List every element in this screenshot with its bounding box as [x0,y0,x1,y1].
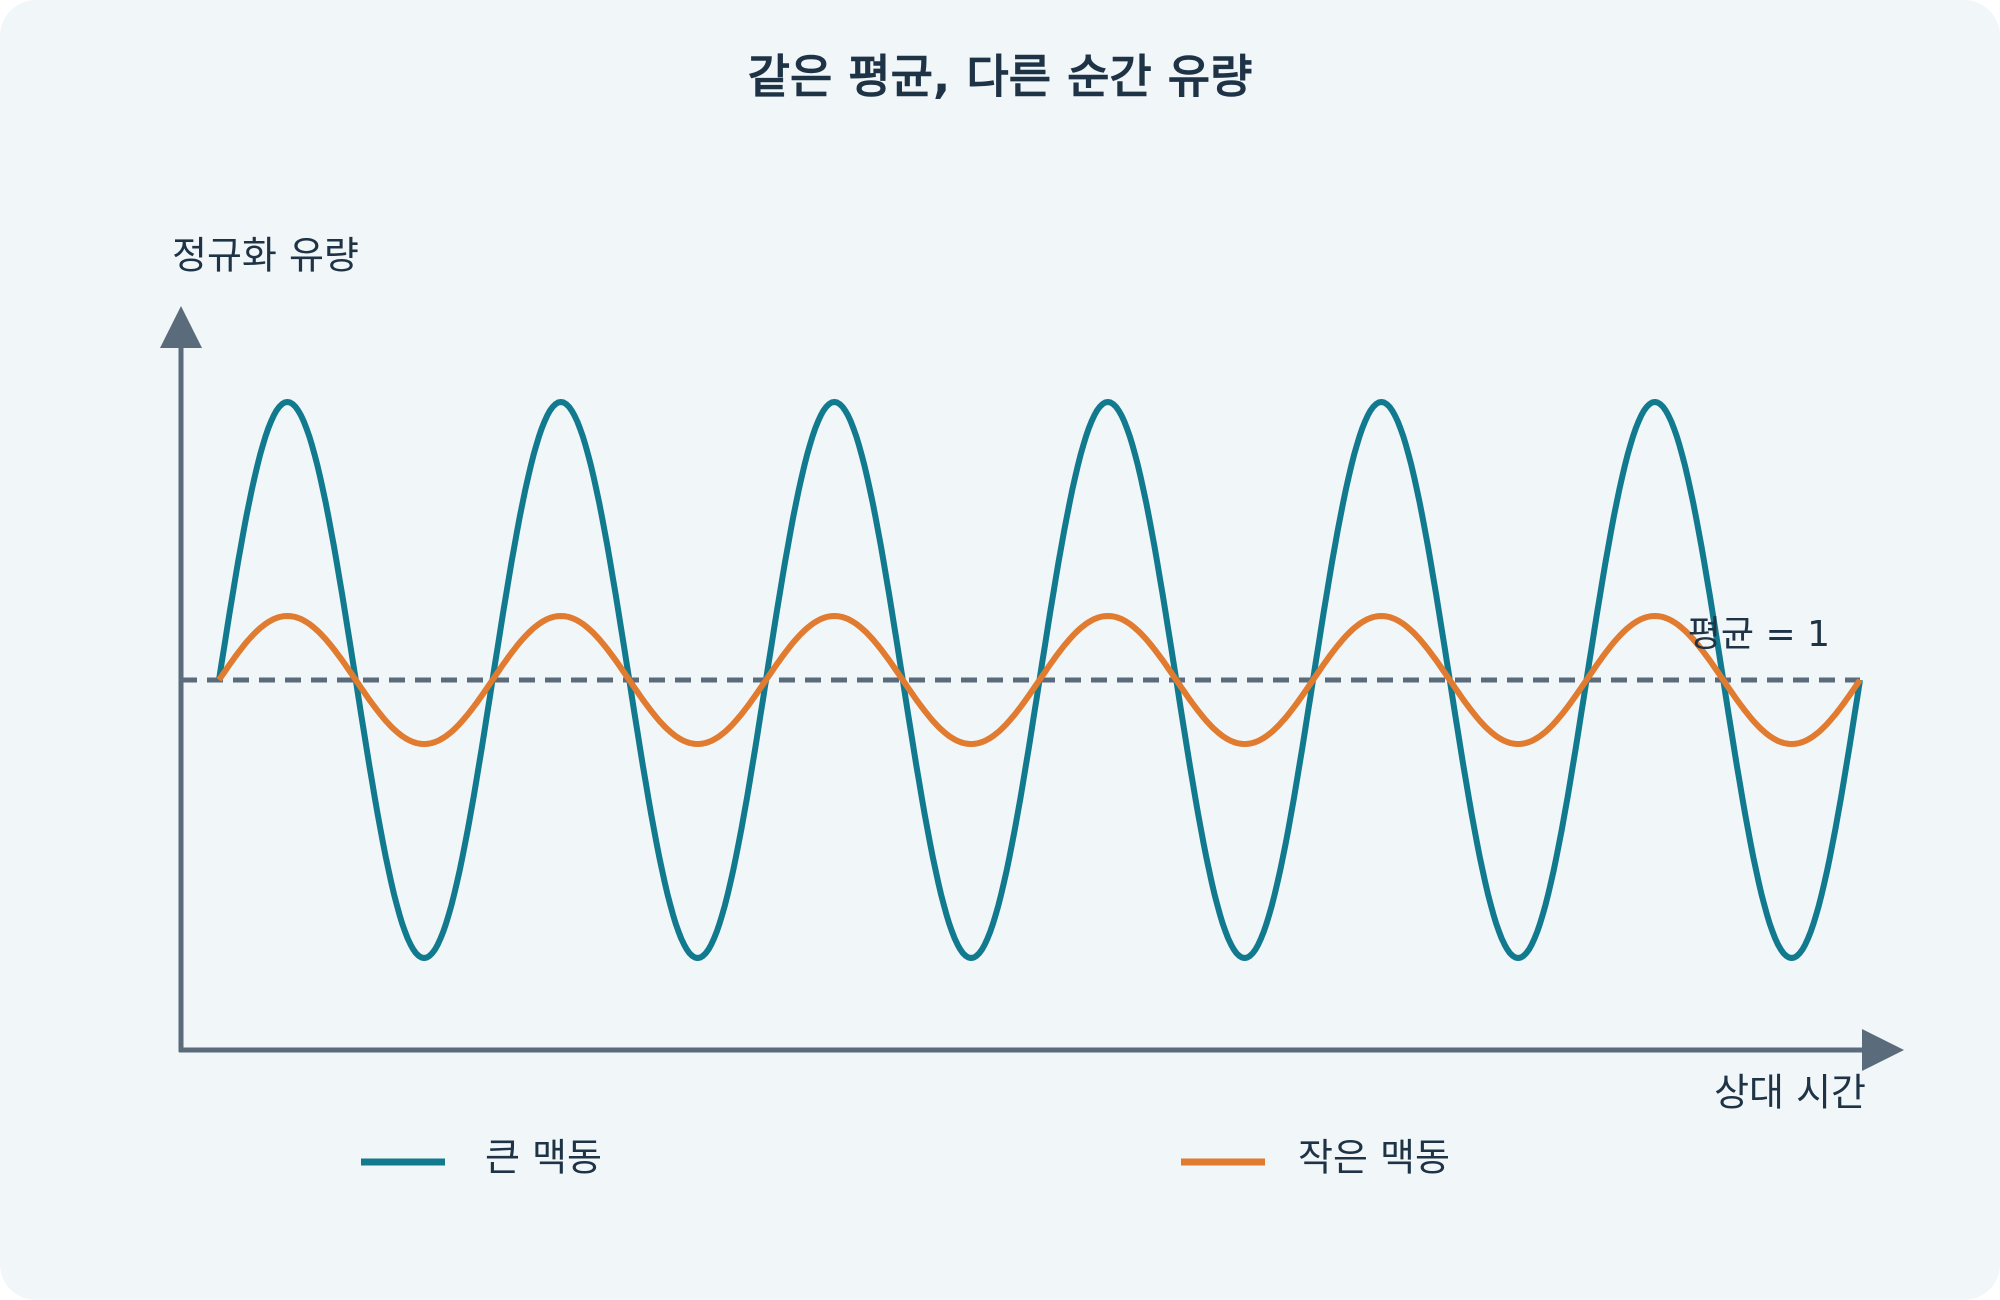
x-axis-label: 상대 시간 [1714,1071,1866,1115]
mean-label: 평균 = 1 [1688,614,1830,655]
legend-label: 작은 맥동 [1298,1136,1450,1180]
y-axis-arrow [160,306,202,348]
waves [216,399,1863,961]
y-axis-label: 정규화 유량 [172,234,359,278]
wave [216,613,1863,747]
legend-label: 큰 맥동 [485,1136,602,1180]
title: 같은 평균, 다른 순간 유량 [748,50,1253,104]
x-axis-arrow [1862,1029,1904,1071]
